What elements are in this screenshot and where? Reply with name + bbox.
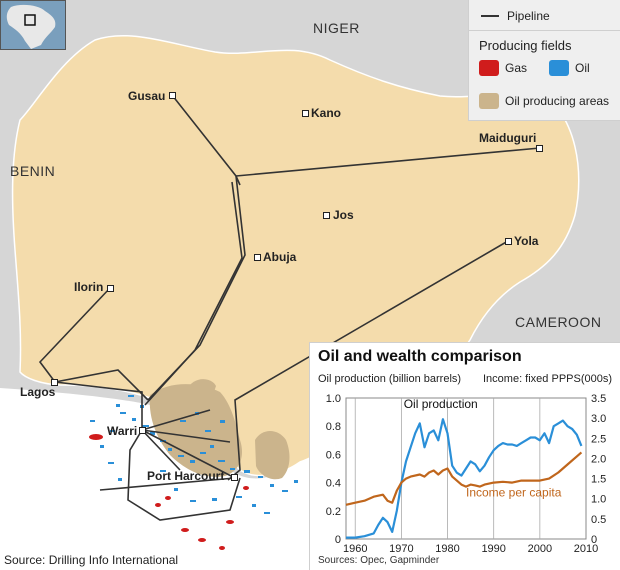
legend-oil-label: Oil — [575, 61, 590, 75]
city-label-abuja: Abuja — [263, 250, 297, 264]
y-right-tick-label: 1.5 — [591, 474, 606, 486]
city-marker-lagos — [51, 379, 58, 386]
map-legend: Pipeline Producing fields Gas Oil Oil pr… — [468, 0, 620, 121]
y-left-tick-label: 0.8 — [326, 421, 341, 433]
y-right-tick-label: 0 — [591, 534, 597, 546]
y-left-tick-label: 0.6 — [326, 449, 341, 461]
x-tick-label: 1980 — [435, 543, 459, 555]
y-right-tick-label: 1.0 — [591, 494, 606, 506]
city-label-yola: Yola — [514, 234, 539, 248]
legend-producing-fields-title: Producing fields — [479, 38, 572, 53]
legend-divider — [469, 30, 620, 31]
x-tick-label: 2000 — [528, 543, 552, 555]
oil-production-line — [346, 418, 583, 539]
city-marker-warri — [139, 427, 146, 434]
country-label-benin: BENIN — [10, 163, 56, 179]
x-tick-label: 1960 — [343, 543, 367, 555]
africa-locator-inset — [0, 0, 66, 50]
city-label-lagos: Lagos — [20, 385, 56, 399]
city-label-gusau: Gusau — [128, 89, 166, 103]
x-tick-label: 1990 — [481, 543, 505, 555]
annotation-oil-production: Oil production — [404, 397, 478, 411]
x-tick-label: 1970 — [389, 543, 413, 555]
y-left-tick-label: 0 — [335, 534, 341, 546]
city-label-kano: Kano — [311, 106, 341, 120]
annotation-income-per-capita: Income per capita — [466, 486, 562, 500]
city-marker-ilorin — [107, 285, 114, 292]
chart-source-credit: Sources: Opec, Gapminder — [318, 555, 440, 566]
legend-gas: Gas — [479, 60, 527, 76]
oil-producing-area — [190, 379, 216, 398]
city-marker-kano — [302, 110, 309, 117]
chart-right-axis-label: Income: fixed PPPS(000s) — [483, 373, 613, 385]
oil-producing-area — [149, 384, 243, 477]
producing-area-swatch-icon — [479, 93, 499, 109]
chart-left-axis-label: Oil production (billion barrels) — [318, 373, 462, 385]
city-marker-maiduguri — [536, 145, 543, 152]
city-marker-abuja — [254, 254, 261, 261]
chart-title: Oil and wealth comparison — [318, 348, 522, 365]
map-source-credit: Source: Drilling Info International — [4, 553, 179, 567]
y-right-tick-label: 3.0 — [591, 413, 606, 425]
city-label-warri: Warri — [107, 424, 138, 438]
legend-pipeline: Pipeline — [481, 9, 550, 23]
y-left-tick-label: 1.0 — [326, 393, 341, 405]
city-marker-port-harcourt — [231, 474, 238, 481]
y-left-tick-label: 0.2 — [326, 506, 341, 518]
income-per-capita-line — [345, 451, 583, 506]
legend-pipeline-label: Pipeline — [507, 9, 550, 23]
legend-producing-areas: Oil producing areas — [479, 93, 609, 109]
city-marker-jos — [323, 212, 330, 219]
gas-fields — [89, 434, 249, 550]
pipeline-line-icon — [481, 15, 499, 17]
y-right-tick-label: 2.0 — [591, 453, 606, 465]
country-label-niger: NIGER — [313, 20, 360, 36]
y-right-tick-label: 2.5 — [591, 433, 606, 445]
city-label-port-harcourt: Port Harcourt — [147, 469, 225, 483]
oil-producing-area — [255, 431, 290, 480]
city-marker-gusau — [169, 92, 176, 99]
gas-swatch-icon — [479, 60, 499, 76]
y-right-tick-label: 0.5 — [591, 514, 606, 526]
city-label-ilorin: Ilorin — [74, 280, 104, 294]
oil-wealth-chart: 1960 1970 1980 1990 2000 2010 0 0.2 0.4 0.6 0.8 1.0… — [309, 342, 620, 570]
legend-producing-areas-label: Oil producing areas — [505, 94, 610, 108]
oil-swatch-icon — [549, 60, 569, 76]
x-tick-label: 2010 — [574, 543, 598, 555]
y-right-tick-label: 3.5 — [591, 393, 606, 405]
city-label-jos: Jos — [333, 208, 354, 222]
chart-frame — [345, 397, 587, 540]
city-label-maiduguri: Maiduguri — [479, 131, 537, 145]
legend-oil: Oil — [549, 60, 590, 76]
legend-gas-label: Gas — [505, 61, 528, 75]
sea-area — [0, 388, 330, 570]
city-marker-yola — [505, 238, 512, 245]
y-left-tick-label: 0.4 — [326, 478, 341, 490]
country-label-cameroon: CAMEROON — [515, 314, 602, 330]
chart-plot: 1960 1970 1980 1990 2000 201000.20.40.60.81.0… — [326, 393, 607, 555]
